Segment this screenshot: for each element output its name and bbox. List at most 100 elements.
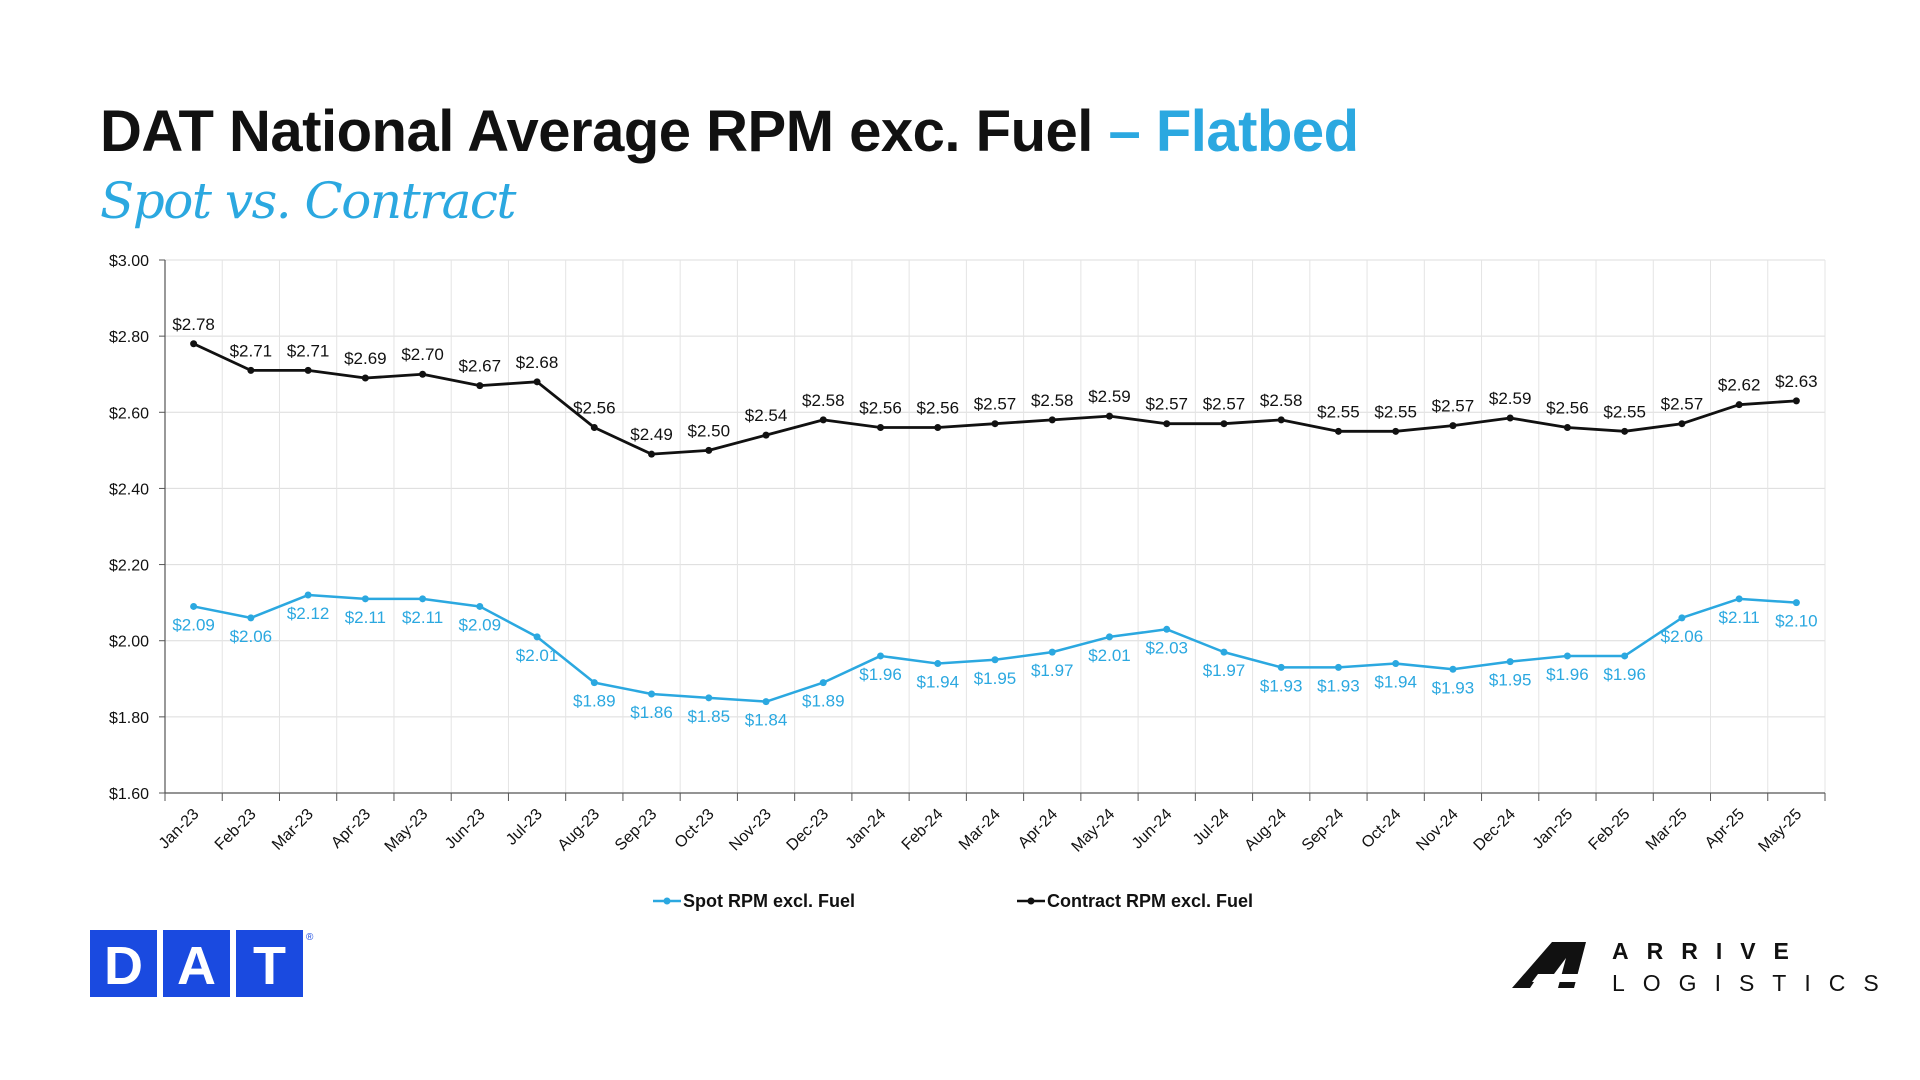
x-tick-label: Apr-24 — [1015, 806, 1061, 852]
spot-point — [1792, 599, 1800, 607]
contract-point — [247, 366, 255, 374]
contract-data-label: $2.57 — [1432, 397, 1475, 416]
contract-data-label: $2.71 — [287, 341, 330, 360]
contract-data-label: $2.56 — [859, 399, 902, 418]
spot-point — [1678, 614, 1686, 622]
spot-point — [1735, 595, 1743, 603]
contract-data-label: $2.55 — [1374, 402, 1417, 421]
chart-title-accent: – Flatbed — [1108, 99, 1360, 164]
contract-data-label: $2.62 — [1718, 376, 1761, 395]
contract-data-label: $2.56 — [1546, 399, 1589, 418]
spot-data-label: $2.09 — [172, 615, 215, 634]
contract-point — [705, 446, 713, 454]
x-tick-label: Nov-23 — [726, 806, 775, 855]
spot-data-label: $2.12 — [287, 604, 330, 623]
spot-data-label: $2.09 — [459, 615, 502, 634]
x-tick-label: Jan-23 — [156, 806, 203, 853]
spot-data-label: $2.11 — [402, 608, 443, 627]
contract-data-label: $2.57 — [1203, 395, 1246, 414]
spot-point — [991, 656, 999, 664]
contract-data-label: $2.56 — [573, 399, 616, 418]
spot-data-label: $2.10 — [1775, 612, 1818, 631]
contract-data-label: $2.55 — [1603, 402, 1646, 421]
dat-logo-letter: A — [177, 936, 216, 996]
x-tick-label: Oct-23 — [672, 806, 718, 852]
contract-point — [304, 366, 312, 374]
y-tick-label: $1.60 — [109, 786, 149, 803]
dat-logo-letter: T — [253, 936, 286, 996]
legend: Spot RPM excl. Fuel Contract RPM excl. Fu… — [653, 891, 1253, 911]
spot-data-label: $1.94 — [1374, 673, 1417, 692]
spot-point — [705, 694, 713, 702]
contract-data-label: $2.54 — [745, 406, 788, 425]
spot-point — [361, 595, 369, 603]
x-tick-label: Jan-25 — [1530, 806, 1577, 853]
contract-point — [1048, 416, 1056, 424]
gridlines — [165, 259, 1826, 793]
x-tick-label: Feb-23 — [212, 806, 260, 854]
spot-point — [762, 698, 770, 706]
x-tick-label: Jul-24 — [1190, 806, 1233, 849]
spot-data-label: $1.97 — [1031, 661, 1074, 680]
legend-contract-marker — [1027, 897, 1035, 905]
spot-point — [1048, 648, 1056, 656]
spot-data-label: $2.11 — [345, 608, 386, 627]
line-chart: $1.60 $1.80 $2.00 $2.20 $2.40 $2.60 $2.80 $3.00… — [109, 253, 1826, 911]
spot-point — [1563, 652, 1571, 660]
spot-data-label: $1.89 — [573, 692, 616, 711]
y-tick-label: $2.80 — [109, 329, 149, 346]
spot-data-label: $2.01 — [1088, 646, 1131, 665]
spot-data-label: $1.94 — [916, 673, 959, 692]
spot-data-label: $1.93 — [1317, 676, 1360, 695]
contract-point — [190, 340, 198, 348]
legend-contract-label: Contract RPM excl. Fuel — [1047, 891, 1253, 911]
contract-data-label: $2.58 — [1031, 391, 1074, 410]
x-tick-label: Mar-24 — [956, 806, 1004, 854]
contract-point — [1449, 422, 1457, 430]
spot-point — [1105, 633, 1113, 641]
contract-data-label: $2.68 — [516, 353, 559, 372]
x-tick-label: Sep-24 — [1299, 806, 1348, 855]
arrive-chevron-icon — [1512, 942, 1586, 988]
chart-title: DAT National Average RPM exc. Fuel – Fla… — [100, 98, 1359, 165]
contract-point — [1277, 416, 1285, 424]
contract-data-label: $2.55 — [1317, 402, 1360, 421]
contract-point — [819, 416, 827, 424]
contract-point — [1563, 424, 1571, 432]
x-tick-label: Jun-24 — [1129, 806, 1176, 853]
spot-point — [304, 591, 312, 599]
spot-data-label: $2.11 — [1718, 608, 1759, 627]
spot-point — [476, 602, 484, 610]
y-tick-label: $1.80 — [109, 710, 149, 727]
dat-logo-box-t — [236, 930, 303, 997]
y-tick-label: $2.60 — [109, 405, 149, 422]
x-tick-label: Feb-24 — [899, 806, 947, 854]
contract-data-label: $2.56 — [916, 399, 959, 418]
spot-data-label: $1.95 — [1489, 671, 1532, 690]
spot-point — [648, 690, 656, 698]
spot-data-label: $1.96 — [1603, 665, 1646, 684]
chart-title-main: DAT National Average RPM exc. Fuel — [100, 99, 1093, 164]
y-tick-label: $3.00 — [109, 253, 149, 270]
spot-point — [247, 614, 255, 622]
contract-data-label: $2.67 — [459, 357, 502, 376]
contract-data-label: $2.58 — [1260, 391, 1303, 410]
spot-point — [1220, 648, 1228, 656]
contract-point — [934, 424, 942, 432]
spot-point — [1334, 663, 1342, 671]
contract-point — [877, 424, 885, 432]
contract-data-label: $2.78 — [172, 315, 215, 334]
spot-point — [1621, 652, 1629, 660]
arrive-wordmark-top: ARRIVE — [1612, 938, 1807, 964]
spot-point — [590, 679, 598, 687]
contract-data-label: $2.57 — [1145, 395, 1188, 414]
dat-logo-box-a — [163, 930, 230, 997]
contract-point — [1792, 397, 1800, 405]
contract-point — [648, 450, 656, 458]
spot-point — [877, 652, 885, 660]
x-tick-label: Sep-23 — [612, 806, 661, 855]
spot-data-label: $1.86 — [630, 703, 673, 722]
spot-data-label: $1.93 — [1260, 676, 1303, 695]
